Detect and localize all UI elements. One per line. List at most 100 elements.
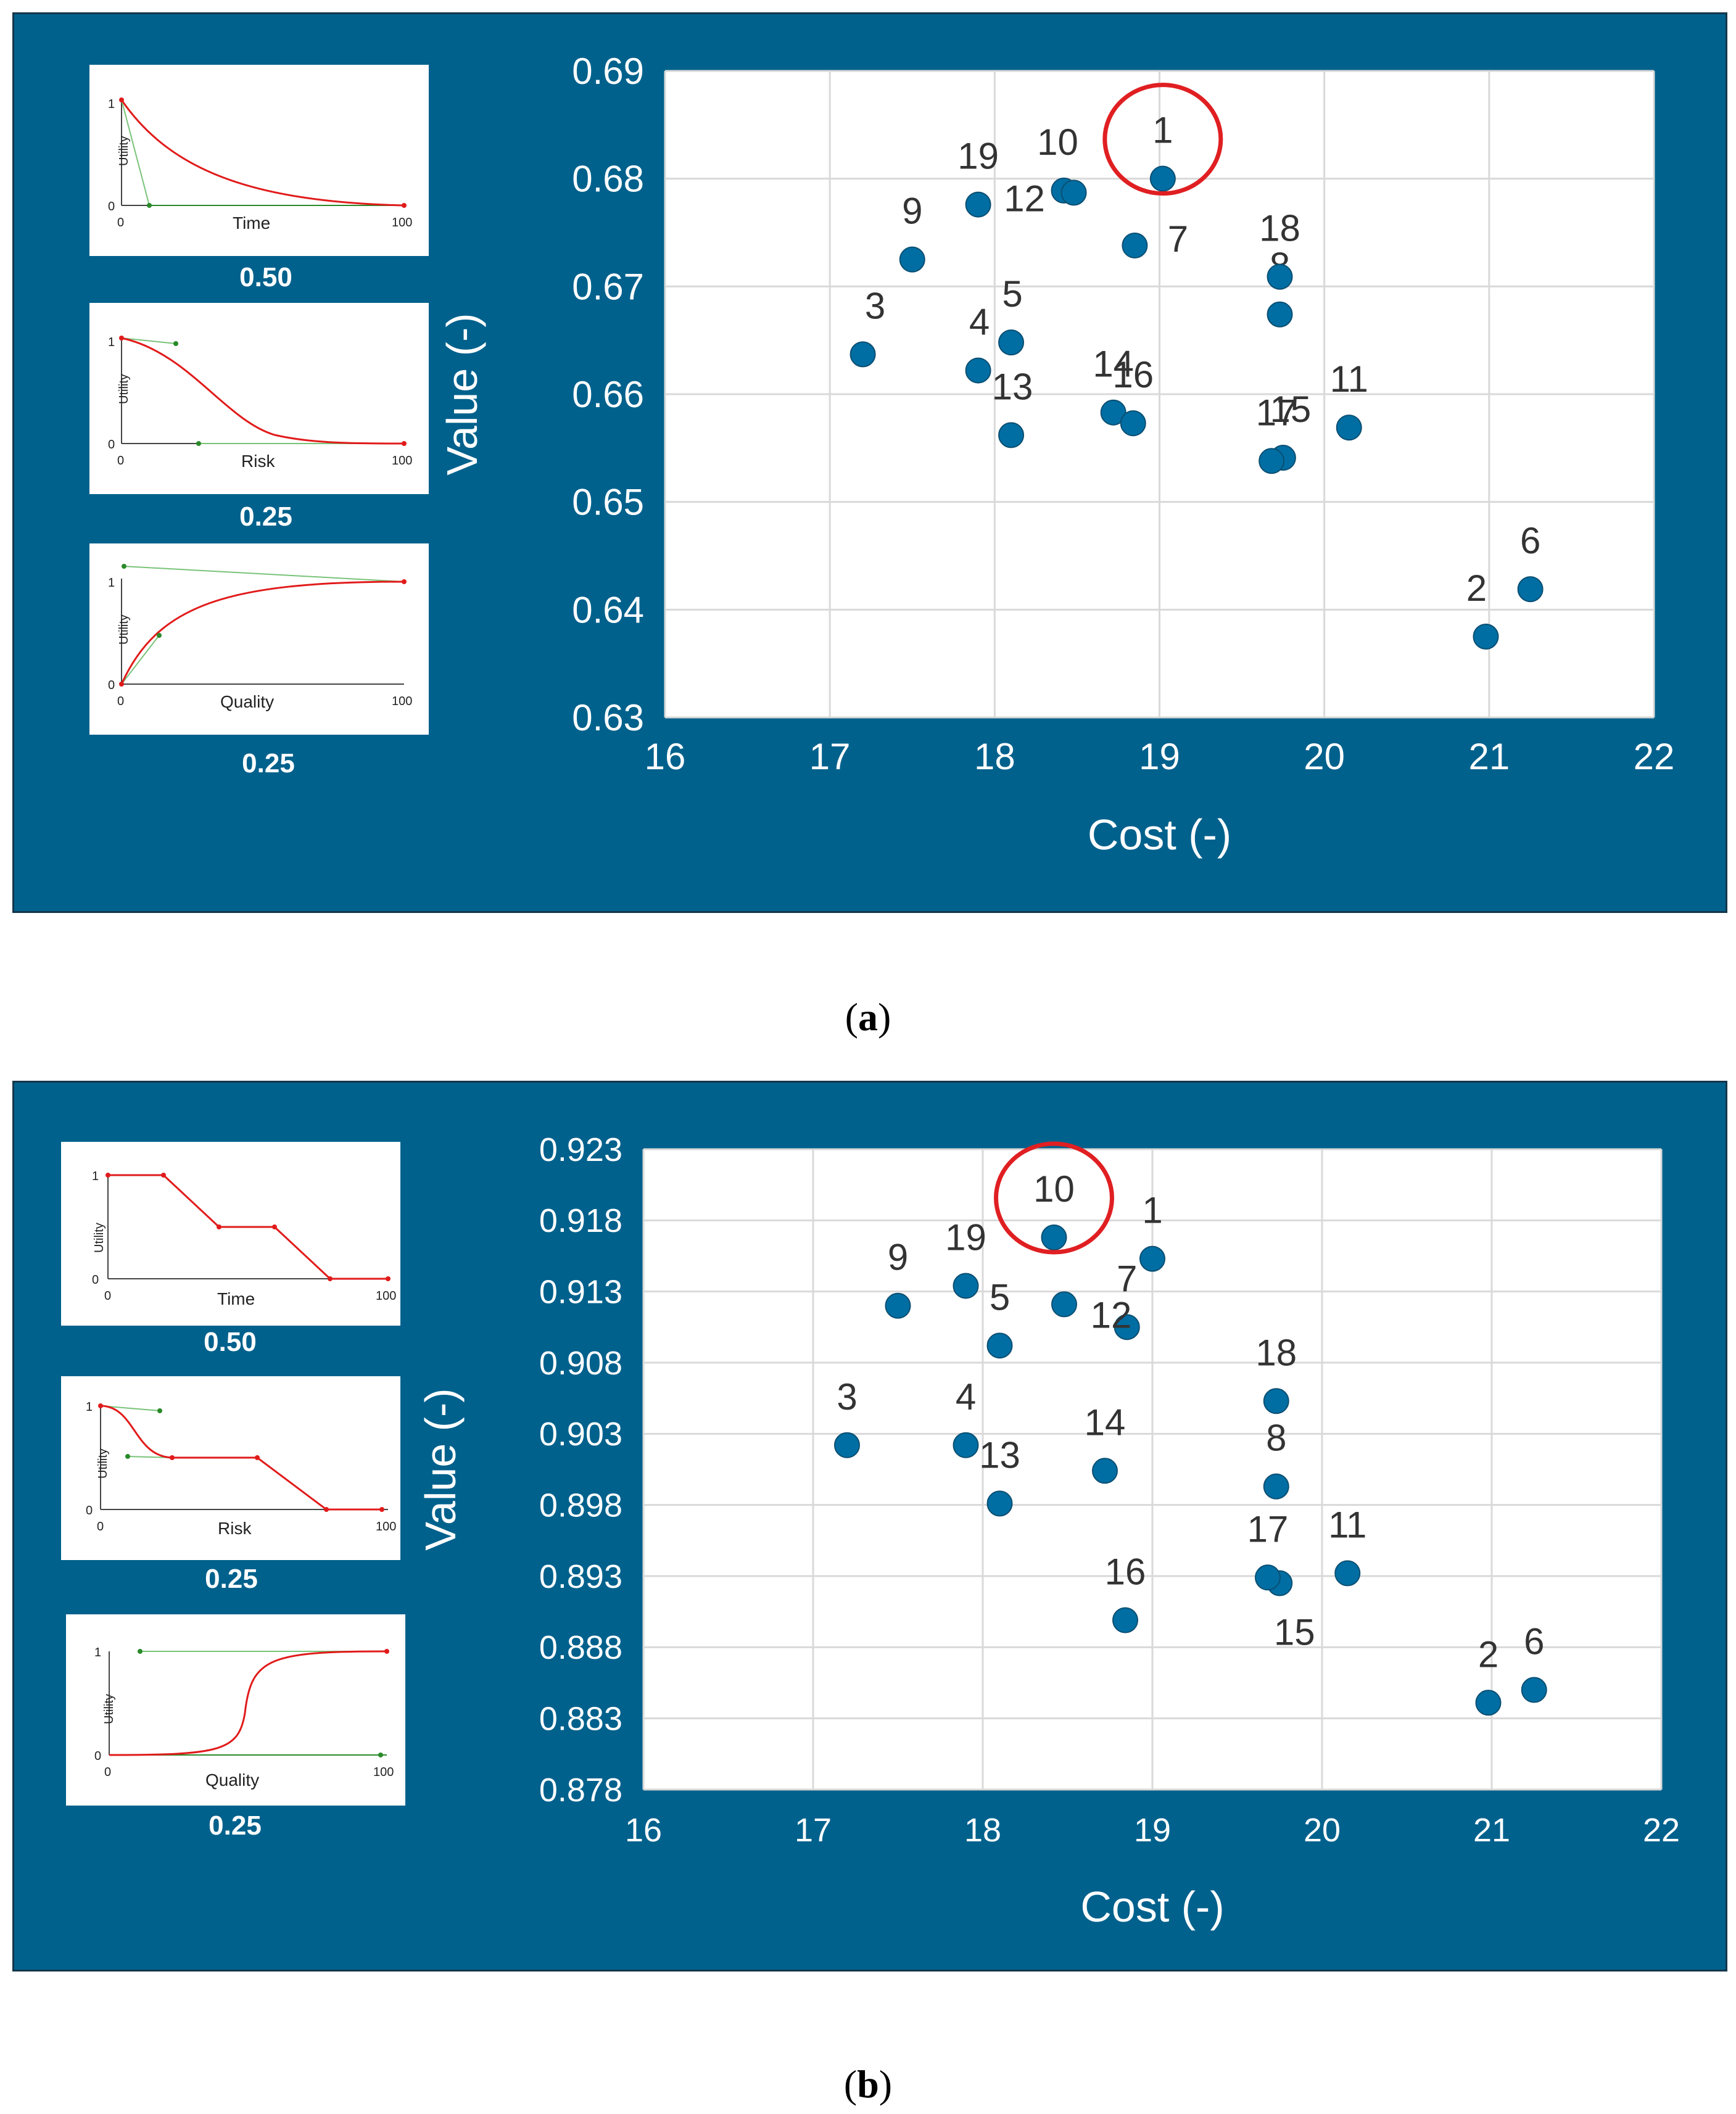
data-point-12 bbox=[1060, 180, 1087, 206]
utility-card-risk: Utility 1 0 0 100 Risk bbox=[61, 1376, 400, 1560]
data-label-2: 2 bbox=[1466, 568, 1487, 609]
data-point-6 bbox=[1517, 576, 1544, 603]
data-label-17: 17 bbox=[1256, 392, 1297, 433]
data-point-8 bbox=[1263, 1473, 1289, 1500]
y-tick-label: 0.63 bbox=[572, 697, 644, 738]
x-tick-label: 18 bbox=[964, 1812, 1001, 1849]
y-tick-0: 0 bbox=[108, 438, 115, 452]
data-point-13 bbox=[986, 1490, 1013, 1517]
scatter-chart-a: 16 17 18 19 20 21 220.630.640.650.660.670.680.… bbox=[438, 51, 1674, 859]
weight-quality: 0.25 bbox=[242, 748, 295, 778]
data-point-9 bbox=[885, 1292, 911, 1319]
x-tick-label: 19 bbox=[1134, 1812, 1171, 1849]
x-tick-label: 21 bbox=[1468, 736, 1510, 777]
data-point-9 bbox=[899, 246, 925, 273]
x-tick-0: 0 bbox=[104, 1765, 111, 1779]
data-label-15: 15 bbox=[1270, 389, 1312, 430]
utility-ylabel: Utility bbox=[102, 1694, 116, 1724]
data-point-6 bbox=[1521, 1677, 1547, 1703]
criterion-label: Risk bbox=[241, 452, 275, 471]
criterion-label: Quality bbox=[220, 692, 274, 711]
utility-card-time: Utility 1 0 0 100 Time bbox=[61, 1142, 400, 1326]
utility-card-quality: Utility 1 0 0 100 Quality bbox=[89, 543, 429, 735]
utility-curve-time: Utility 1 0 0 100 Time bbox=[108, 97, 412, 233]
data-point-8 bbox=[1267, 301, 1293, 328]
x-tick-label: 17 bbox=[809, 736, 851, 777]
x-axis-title: Cost (-) bbox=[1080, 1883, 1224, 1931]
data-label-8: 8 bbox=[1266, 1418, 1286, 1459]
weight-time: 0.50 bbox=[239, 262, 292, 292]
y-tick-0: 0 bbox=[86, 1504, 93, 1517]
data-label-4: 4 bbox=[956, 1376, 976, 1418]
y-tick-1: 1 bbox=[92, 1170, 99, 1183]
caption-b: (b) bbox=[843, 2062, 893, 2106]
data-point-2 bbox=[1473, 624, 1499, 650]
x-tick-label: 16 bbox=[625, 1812, 662, 1849]
utility-ylabel: Utility bbox=[117, 136, 131, 166]
data-point-4 bbox=[965, 357, 991, 384]
weight-time: 0.50 bbox=[204, 1327, 257, 1357]
data-point-11 bbox=[1336, 415, 1362, 441]
data-label-18: 18 bbox=[1255, 1332, 1297, 1373]
data-point-16 bbox=[1120, 410, 1146, 437]
data-point-13 bbox=[998, 422, 1025, 448]
y-tick-1: 1 bbox=[86, 1400, 93, 1414]
data-label-6: 6 bbox=[1524, 1621, 1544, 1662]
weight-risk: 0.25 bbox=[205, 1564, 258, 1594]
utility-curve-risk: Utility 1 0 0 100 Risk bbox=[108, 336, 412, 471]
data-point-17 bbox=[1255, 1564, 1281, 1591]
x-tick-label: 18 bbox=[974, 736, 1015, 777]
data-label-13: 13 bbox=[992, 366, 1033, 407]
data-label-7: 7 bbox=[1117, 1258, 1137, 1299]
utility-curve-time: Utility 1 0 0 100 Time bbox=[92, 1170, 396, 1308]
y-tick-label: 0.903 bbox=[539, 1416, 622, 1453]
weight-quality: 0.25 bbox=[209, 1811, 262, 1841]
y-tick-label: 0.898 bbox=[539, 1487, 622, 1524]
data-label-14: 14 bbox=[1093, 344, 1134, 385]
y-tick-1: 1 bbox=[108, 576, 115, 590]
y-tick-0: 0 bbox=[108, 679, 115, 692]
data-point-14 bbox=[1100, 399, 1126, 426]
y-tick-0: 0 bbox=[92, 1273, 99, 1287]
data-point-7 bbox=[1122, 232, 1148, 258]
data-label-15: 15 bbox=[1274, 1612, 1315, 1653]
y-tick-0: 0 bbox=[94, 1749, 101, 1763]
data-label-14: 14 bbox=[1085, 1402, 1126, 1443]
data-point-18 bbox=[1263, 1388, 1289, 1414]
data-label-7: 7 bbox=[1168, 218, 1188, 260]
data-point-4 bbox=[953, 1432, 979, 1458]
x-tick-label: 16 bbox=[645, 736, 686, 777]
data-point-1 bbox=[1139, 1245, 1165, 1272]
data-label-10: 10 bbox=[1033, 1168, 1075, 1210]
data-label-4: 4 bbox=[969, 302, 990, 343]
y-tick-1: 1 bbox=[108, 97, 115, 111]
data-point-19 bbox=[953, 1273, 979, 1299]
x-tick-0: 0 bbox=[117, 216, 124, 229]
highlight-circle bbox=[994, 1141, 1114, 1255]
data-point-1 bbox=[1149, 165, 1176, 192]
x-tick-0: 0 bbox=[97, 1520, 104, 1534]
data-point-19 bbox=[965, 191, 991, 218]
data-label-3: 3 bbox=[865, 285, 885, 326]
y-tick-label: 0.913 bbox=[539, 1274, 622, 1311]
data-label-10: 10 bbox=[1037, 122, 1078, 163]
utility-card-quality: Utility 1 0 0 100 Quality bbox=[66, 1614, 405, 1806]
data-label-19: 19 bbox=[945, 1216, 986, 1258]
y-tick-1: 1 bbox=[94, 1646, 101, 1659]
x-tick-label: 22 bbox=[1643, 1812, 1680, 1849]
x-tick-label: 20 bbox=[1304, 736, 1345, 777]
data-label-13: 13 bbox=[979, 1434, 1020, 1476]
scatter-chart-b: 16 17 18 19 20 21 220.8780.8830.8880.8930.8980… bbox=[416, 1131, 1680, 1931]
data-label-11: 11 bbox=[1328, 1504, 1366, 1545]
y-tick-1: 1 bbox=[108, 336, 115, 349]
y-tick-label: 0.69 bbox=[572, 51, 644, 92]
data-point-11 bbox=[1334, 1560, 1361, 1587]
highlight-circle bbox=[1102, 83, 1223, 196]
x-tick-label: 20 bbox=[1304, 1812, 1341, 1849]
weight-risk: 0.25 bbox=[239, 502, 292, 532]
y-axis-title: Value (-) bbox=[438, 313, 486, 475]
y-tick-label: 0.908 bbox=[539, 1345, 622, 1382]
data-point-16 bbox=[1112, 1607, 1138, 1633]
x-axis-title: Cost (-) bbox=[1088, 811, 1231, 859]
data-label-18: 18 bbox=[1259, 208, 1300, 249]
